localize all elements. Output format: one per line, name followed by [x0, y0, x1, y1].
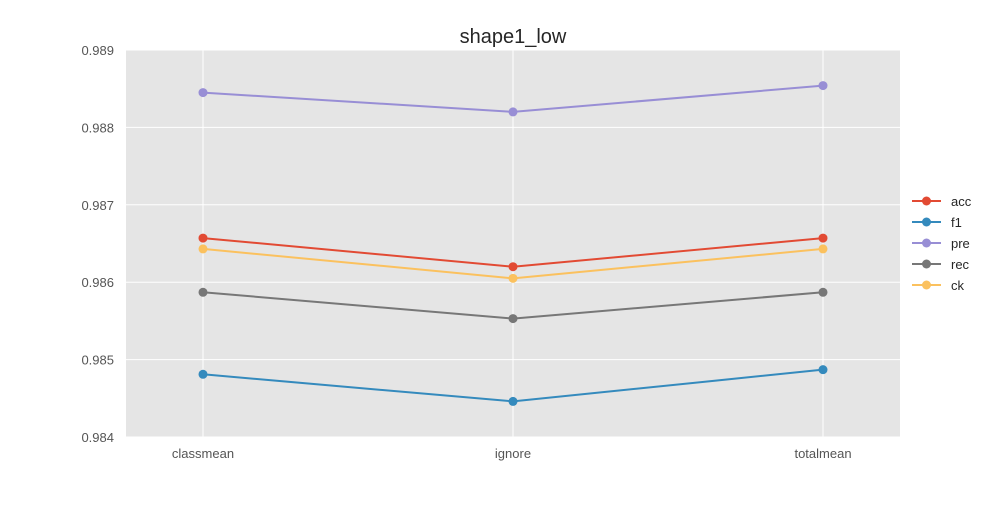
legend-marker	[922, 259, 931, 269]
data-point-rec	[198, 287, 208, 297]
legend-label: rec	[951, 257, 970, 272]
legend-marker	[922, 217, 931, 227]
y-tick-label: 0.984	[81, 430, 114, 445]
legend-marker	[922, 280, 931, 290]
legend-marker	[922, 238, 931, 248]
legend-item-rec: rec	[912, 257, 970, 272]
data-point-acc	[198, 233, 208, 243]
legend-label: acc	[951, 194, 972, 209]
legend-label: pre	[951, 236, 970, 251]
x-tick-label: ignore	[495, 446, 531, 461]
series-rec	[198, 287, 828, 324]
legend-marker	[922, 196, 931, 206]
y-tick-label: 0.988	[81, 120, 114, 135]
data-point-f1	[508, 396, 518, 406]
data-point-pre	[508, 107, 518, 117]
y-tick-label: 0.986	[81, 275, 114, 290]
data-point-rec	[818, 287, 828, 297]
legend-label: ck	[951, 278, 965, 293]
data-point-acc	[818, 233, 828, 243]
data-point-pre	[818, 81, 828, 91]
data-point-f1	[818, 365, 828, 375]
data-point-acc	[508, 262, 518, 272]
series-lines	[198, 81, 828, 406]
series-pre	[198, 81, 828, 117]
y-tick-label: 0.987	[81, 198, 114, 213]
legend: acc f1 pre rec ck	[912, 194, 972, 293]
y-tick-label: 0.985	[81, 353, 114, 368]
data-point-ck	[508, 273, 518, 283]
data-point-rec	[508, 314, 518, 324]
series-ck	[198, 244, 828, 283]
data-point-ck	[198, 244, 208, 254]
legend-item-acc: acc	[912, 194, 972, 209]
x-tick-label: totalmean	[794, 446, 851, 461]
data-point-f1	[198, 369, 208, 379]
x-tick-label: classmean	[172, 446, 234, 461]
legend-item-f1: f1	[912, 215, 962, 230]
axis-ticks: 0.984 0.985 0.986 0.987 0.988 0.989 classmean i…	[81, 43, 851, 461]
y-tick-label: 0.989	[81, 43, 114, 58]
legend-label: f1	[951, 215, 962, 230]
series-acc	[198, 233, 828, 272]
series-f1	[198, 365, 828, 406]
data-point-pre	[198, 88, 208, 98]
legend-item-pre: pre	[912, 236, 970, 251]
chart-title: shape1_low	[460, 26, 567, 48]
data-point-ck	[818, 244, 828, 254]
legend-item-ck: ck	[912, 278, 965, 293]
